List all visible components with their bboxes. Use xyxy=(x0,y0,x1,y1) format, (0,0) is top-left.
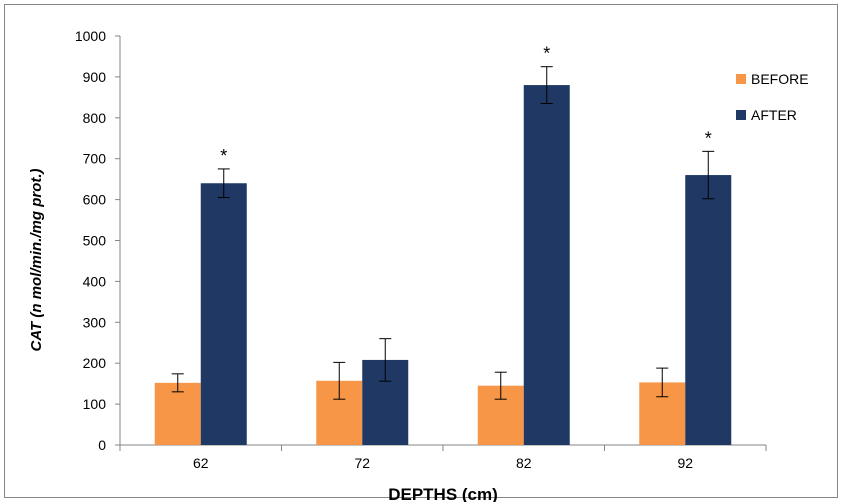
x-ticks: 62 72 82 92 xyxy=(119,445,767,471)
y-tick-label: 700 xyxy=(83,151,107,167)
legend: BEFORE AFTER xyxy=(736,71,809,123)
y-tick-label: 200 xyxy=(83,355,107,371)
bar-after-62 xyxy=(200,183,247,446)
x-tick-label: 82 xyxy=(516,455,532,471)
significance-star-82: * xyxy=(543,44,550,64)
y-tick-label: 400 xyxy=(83,273,107,289)
y-tick-label: 900 xyxy=(83,69,107,85)
y-tick-label: 600 xyxy=(83,192,107,208)
x-tick-label: 62 xyxy=(193,455,209,471)
legend-label-before: BEFORE xyxy=(751,71,809,87)
y-tick-label: 0 xyxy=(98,437,106,453)
y-ticks: 0 100 200 300 400 500 600 700 800 900 1000 xyxy=(75,28,120,453)
bar-after-92 xyxy=(685,175,732,445)
error-bars xyxy=(171,66,715,400)
bars xyxy=(154,85,732,446)
y-axis-title: CAT (n mol/min./mg prot.) xyxy=(28,168,45,351)
y-tick-label: 800 xyxy=(83,110,107,126)
x-tick-label: 72 xyxy=(354,455,370,471)
y-tick-label: 300 xyxy=(83,314,107,330)
legend-swatch-after xyxy=(736,110,746,120)
legend-label-after: AFTER xyxy=(751,107,797,123)
significance-star-92: * xyxy=(705,128,712,148)
y-tick-label: 1000 xyxy=(75,28,106,44)
y-tick-label: 100 xyxy=(83,396,107,412)
x-axis-title: DEPTHS (cm) xyxy=(388,485,498,502)
bar-after-82 xyxy=(523,85,570,445)
significance-star-62: * xyxy=(220,146,227,166)
bar-before-62 xyxy=(154,382,201,445)
legend-swatch-before xyxy=(736,74,746,84)
x-tick-label: 92 xyxy=(677,455,693,471)
y-tick-label: 500 xyxy=(83,233,107,249)
significance-markers: * * * xyxy=(220,44,712,166)
